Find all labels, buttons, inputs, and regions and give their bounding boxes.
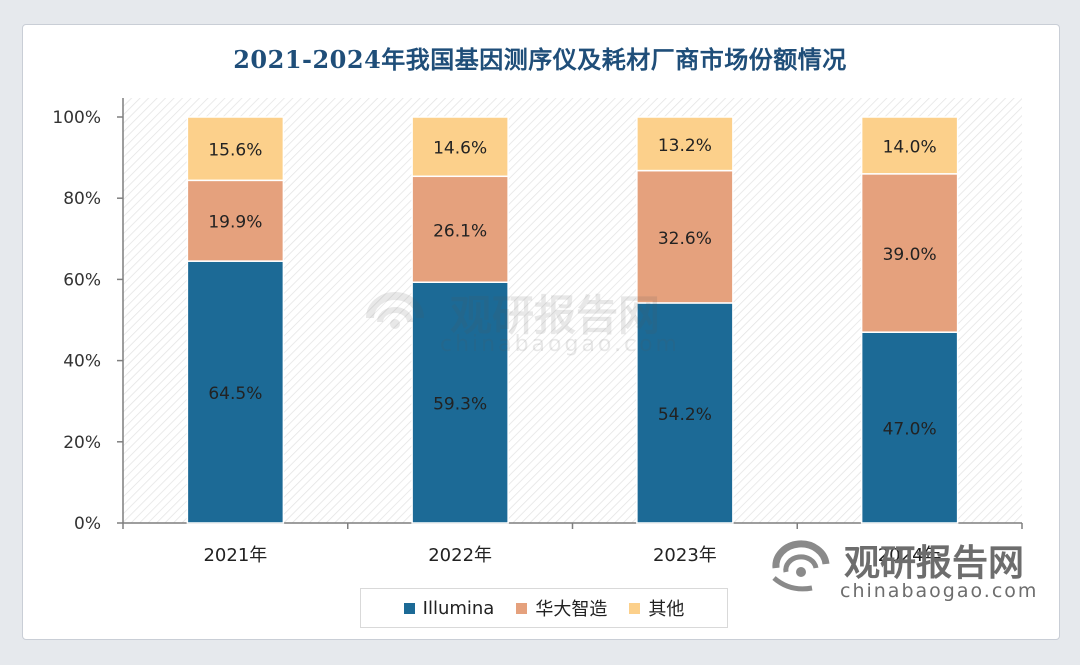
y-tick-label: 60% bbox=[63, 270, 101, 290]
bar-segment bbox=[636, 169, 734, 304]
chart-title: 2021-2024年我国基因测序仪及耗材厂商市场份额情况 bbox=[233, 45, 847, 74]
bar-segment bbox=[411, 116, 509, 178]
data-label: 39.0% bbox=[883, 245, 937, 265]
bar-segment bbox=[186, 179, 285, 262]
bar-segment bbox=[186, 116, 285, 182]
bar-segment bbox=[860, 116, 959, 175]
x-tick-label: 2024年 bbox=[878, 545, 942, 566]
bars bbox=[186, 116, 959, 524]
bar-segment bbox=[860, 331, 959, 524]
data-labels: 64.5% 19.9% 15.6% 59.3% 26.1% 14.6% 54.2% 32.6%… bbox=[208, 136, 936, 440]
bar-segment bbox=[411, 175, 509, 283]
data-label: 15.6% bbox=[208, 141, 262, 161]
legend-item-other: 其他 bbox=[629, 595, 684, 621]
data-label: 59.3% bbox=[433, 395, 487, 415]
legend-item-mgi: 华大智造 bbox=[516, 595, 607, 621]
legend-label-illumina: Illumina bbox=[422, 597, 495, 619]
legend-item-illumina: Illumina bbox=[403, 597, 495, 619]
data-label: 32.6% bbox=[658, 229, 712, 249]
legend-swatch-illumina bbox=[403, 602, 415, 614]
legend-label-other: 其他 bbox=[648, 599, 685, 620]
legend-label-mgi: 华大智造 bbox=[535, 599, 608, 620]
legend-swatch-mgi bbox=[516, 602, 528, 614]
data-label: 14.0% bbox=[883, 137, 937, 157]
y-tick-label: 40% bbox=[63, 352, 101, 372]
bar-segment bbox=[411, 281, 509, 524]
data-label: 26.1% bbox=[433, 221, 487, 241]
legend-swatch-other bbox=[629, 602, 641, 614]
bar-segment bbox=[636, 302, 734, 524]
bar-segment bbox=[860, 173, 959, 333]
y-tick-label: 80% bbox=[63, 189, 101, 209]
data-label: 54.2% bbox=[658, 405, 712, 425]
bar-segment bbox=[186, 260, 285, 524]
data-label: 14.6% bbox=[433, 139, 487, 159]
x-tick-label: 2021年 bbox=[203, 545, 267, 566]
y-tick-label: 100% bbox=[52, 108, 101, 128]
y-tick-label: 20% bbox=[63, 433, 101, 453]
y-tick-label: 0% bbox=[74, 514, 101, 534]
legend: Illumina 华大智造 其他 bbox=[360, 588, 728, 628]
x-tick-label: 2022年 bbox=[428, 545, 492, 566]
data-label: 64.5% bbox=[208, 384, 262, 404]
data-label: 47.0% bbox=[883, 420, 937, 440]
data-label: 13.2% bbox=[658, 136, 712, 156]
x-tick-label: 2023年 bbox=[653, 545, 717, 566]
bar-segment bbox=[636, 116, 734, 172]
axes: 0% 20% 40% 60% 80% 100% 2021年 2022年 2023年 2024年 bbox=[52, 98, 1023, 566]
data-label: 19.9% bbox=[208, 213, 262, 233]
